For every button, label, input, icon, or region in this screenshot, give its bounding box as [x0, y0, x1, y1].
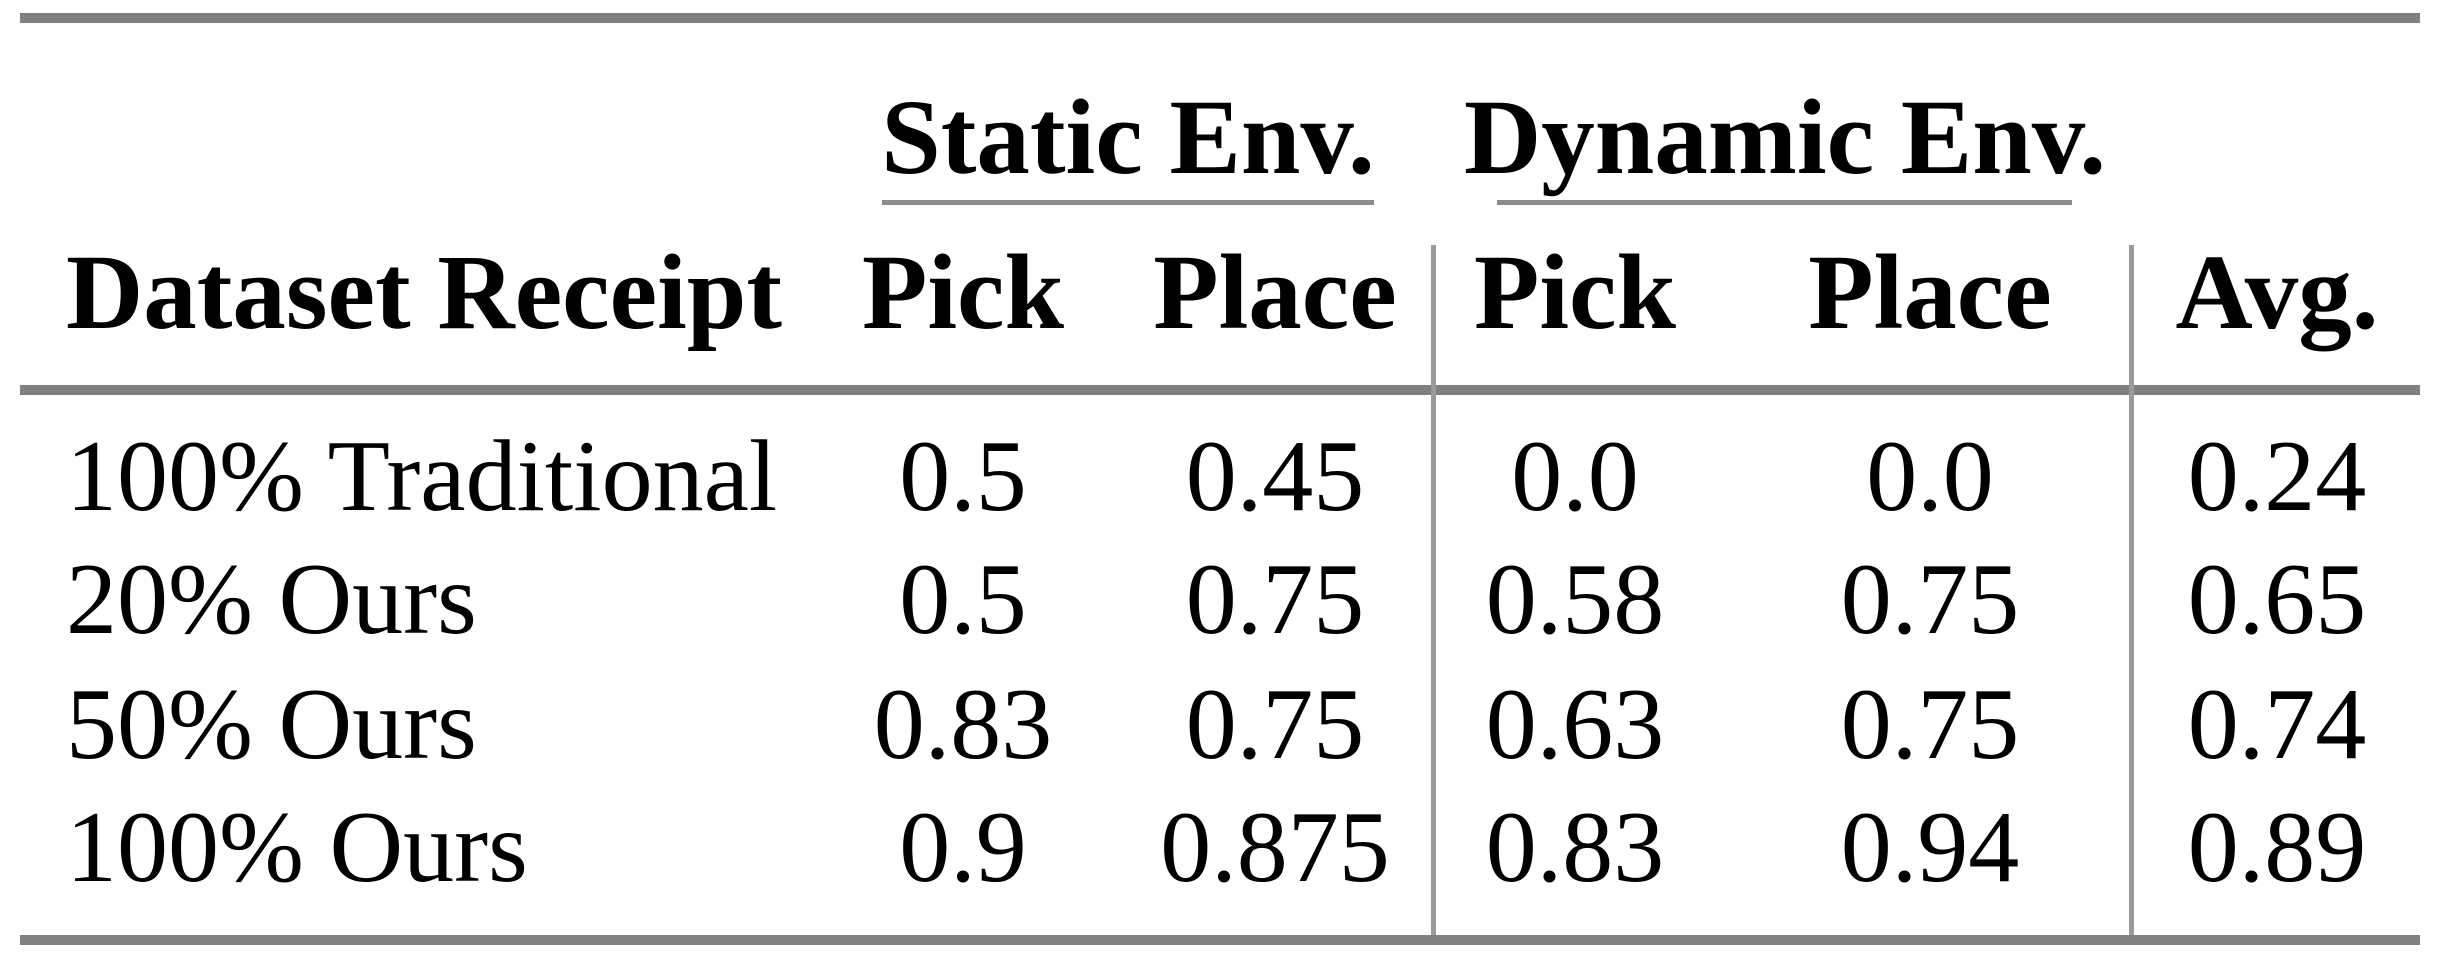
bottom-rule — [20, 935, 2420, 945]
static-env-cmidrule — [882, 200, 1374, 205]
cell-avg: 0.74 — [2187, 668, 2367, 781]
column-header-avg: Avg. — [2175, 234, 2379, 352]
row-label: 50% Ours — [66, 668, 477, 781]
column-header-dynamic-place: Place — [1808, 234, 2052, 352]
cell-static-place: 0.75 — [1185, 543, 1365, 656]
column-header-static-pick: Pick — [861, 234, 1065, 352]
cell-dynamic-pick: 0.58 — [1485, 543, 1665, 656]
cell-avg: 0.24 — [2187, 420, 2367, 533]
header-midrule — [20, 385, 2420, 395]
cell-static-pick: 0.83 — [873, 668, 1053, 781]
group-header-dynamic-env: Dynamic Env. — [1463, 79, 2107, 197]
cell-dynamic-pick: 0.83 — [1485, 791, 1665, 904]
cell-static-place: 0.45 — [1185, 420, 1365, 533]
dynamic-avg-separator — [2129, 245, 2134, 935]
cell-dynamic-place: 0.75 — [1840, 543, 2020, 656]
cell-static-pick: 0.9 — [899, 791, 1027, 904]
cell-dynamic-pick: 0.0 — [1511, 420, 1639, 533]
dynamic-env-cmidrule — [1497, 200, 2072, 205]
cell-static-pick: 0.5 — [899, 543, 1027, 656]
column-header-static-place: Place — [1153, 234, 1397, 352]
cell-dynamic-pick: 0.63 — [1485, 668, 1665, 781]
top-rule — [20, 13, 2420, 23]
cell-dynamic-place: 0.75 — [1840, 668, 2020, 781]
column-header-dataset-receipt: Dataset Receipt — [66, 234, 783, 352]
cell-dynamic-place: 0.94 — [1840, 791, 2020, 904]
group-header-static-env: Static Env. — [881, 79, 1375, 197]
cell-static-pick: 0.5 — [899, 420, 1027, 533]
cell-static-place: 0.875 — [1160, 791, 1390, 904]
row-label: 20% Ours — [66, 543, 477, 656]
cell-dynamic-place: 0.0 — [1866, 420, 1994, 533]
column-header-dynamic-pick: Pick — [1473, 234, 1677, 352]
static-dynamic-separator — [1431, 245, 1436, 935]
row-label: 100% Traditional — [66, 420, 778, 533]
cell-static-place: 0.75 — [1185, 668, 1365, 781]
cell-avg: 0.65 — [2187, 543, 2367, 656]
row-label: 100% Ours — [66, 791, 528, 904]
cell-avg: 0.89 — [2187, 791, 2367, 904]
